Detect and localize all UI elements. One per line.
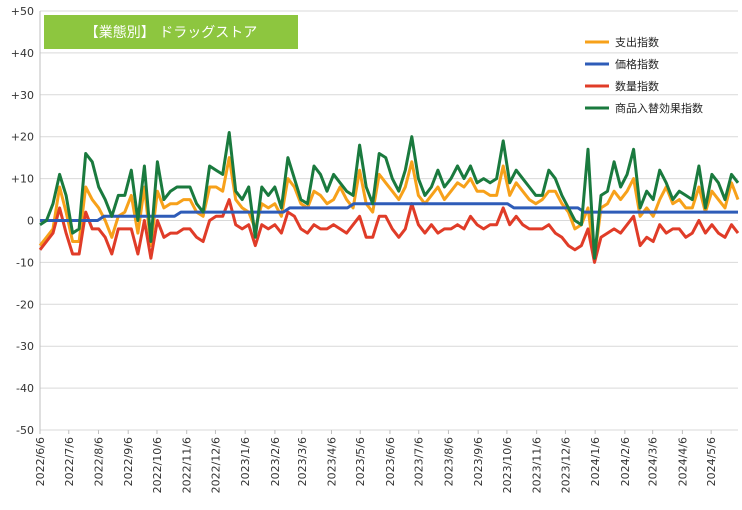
y-tick-label: -40	[16, 382, 34, 395]
y-tick-label: 0	[27, 215, 34, 228]
x-tick-label: 2024/2/6	[619, 437, 632, 486]
x-tick-label: 2024/3/6	[647, 437, 660, 486]
x-tick-label: 2023/10/6	[501, 437, 514, 493]
y-tick-label: +20	[11, 131, 34, 144]
y-tick-label: -20	[16, 298, 34, 311]
y-tick-label: +10	[11, 173, 34, 186]
x-tick-label: 2022/7/6	[63, 437, 76, 486]
series-line-4	[39, 131, 740, 260]
x-tick-label: 2024/5/6	[705, 437, 718, 486]
series-line-3	[38, 198, 740, 264]
legend-label: 価格指数	[615, 57, 659, 71]
x-tick-label: 2023/3/6	[296, 437, 309, 486]
y-tick-label: -50	[16, 424, 34, 437]
x-tick-label: 2023/6/6	[384, 437, 397, 486]
x-tick-label: 2022/12/6	[209, 437, 222, 493]
x-tick-label: 2024/4/6	[676, 437, 689, 486]
x-tick-label: 2023/8/6	[442, 437, 455, 486]
chart-title-box: 【業態別】 ドラッグストア	[44, 15, 298, 49]
chart-title-background	[44, 15, 298, 49]
x-tick-label: 2022/6/6	[34, 437, 47, 486]
series-line-1	[38, 156, 740, 260]
chart-title: 【業態別】 ドラッグストア	[85, 25, 257, 41]
x-tick-label: 2023/9/6	[472, 437, 485, 486]
x-tick-label: 2023/4/6	[325, 437, 338, 486]
x-tick-label: 2022/10/6	[151, 437, 164, 493]
y-tick-label: +30	[11, 89, 34, 102]
x-tick-label: 2023/12/6	[559, 437, 572, 493]
x-tick-label: 2024/1/6	[589, 437, 602, 486]
series-line-2	[40, 202, 738, 222]
legend-label: 数量指数	[615, 79, 659, 93]
x-tick-label: 2022/9/6	[122, 437, 135, 486]
x-tick-label: 2022/11/6	[181, 437, 194, 493]
x-tick-label: 2022/8/6	[92, 437, 105, 486]
x-tick-label: 2023/1/6	[239, 437, 252, 486]
x-tick-label: 2023/5/6	[354, 437, 367, 486]
x-tick-label: 2023/11/6	[531, 437, 544, 493]
series-lines	[38, 131, 740, 264]
y-tick-label: +40	[11, 47, 34, 60]
x-tick-label: 2023/2/6	[269, 437, 282, 486]
legend-label: 支出指数	[615, 35, 659, 49]
y-tick-label: -30	[16, 340, 34, 353]
x-tick-label: 2023/7/6	[413, 437, 426, 486]
y-tick-label: -10	[16, 256, 34, 269]
legend-label: 商品入替効果指数	[615, 101, 703, 115]
y-tick-label: +50	[11, 5, 34, 18]
